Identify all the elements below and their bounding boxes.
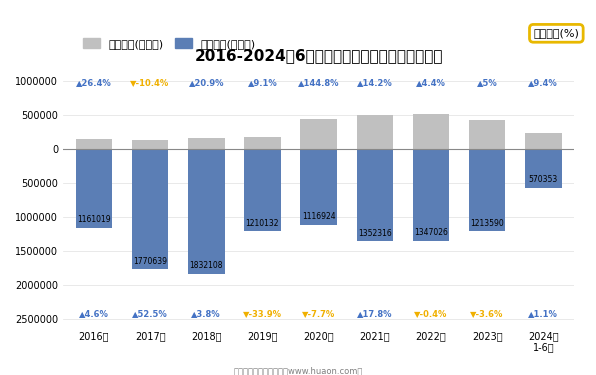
Bar xyxy=(244,149,281,231)
Bar xyxy=(244,137,281,149)
Bar xyxy=(356,149,393,241)
Text: 1116924: 1116924 xyxy=(302,213,336,222)
Text: 1161019: 1161019 xyxy=(77,216,111,225)
Text: ▲9.1%: ▲9.1% xyxy=(247,78,277,87)
Text: ▼-10.4%: ▼-10.4% xyxy=(131,78,170,87)
Text: 511554: 511554 xyxy=(417,116,445,125)
Bar xyxy=(525,133,561,149)
Text: 132989: 132989 xyxy=(136,142,164,151)
Bar xyxy=(76,139,112,149)
Text: ▲3.8%: ▲3.8% xyxy=(191,309,221,318)
Bar xyxy=(300,149,337,225)
Text: 1352316: 1352316 xyxy=(358,228,392,237)
Bar xyxy=(188,149,225,274)
Text: 160756: 160756 xyxy=(192,140,221,149)
Text: ▲9.4%: ▲9.4% xyxy=(529,78,558,87)
Text: 制图：华经产业研究院（www.huaon.com）: 制图：华经产业研究院（www.huaon.com） xyxy=(233,366,363,375)
Text: ▼-33.9%: ▼-33.9% xyxy=(243,309,282,318)
Text: ▼-3.6%: ▼-3.6% xyxy=(470,309,504,318)
Text: ▼-0.4%: ▼-0.4% xyxy=(414,309,448,318)
Text: 1770639: 1770639 xyxy=(133,257,167,266)
Text: 570353: 570353 xyxy=(529,175,558,184)
Text: 同比增速(%): 同比增速(%) xyxy=(533,28,579,38)
Bar xyxy=(412,149,449,241)
Bar xyxy=(469,120,505,149)
Text: 1213590: 1213590 xyxy=(470,219,504,228)
Bar xyxy=(412,114,449,149)
Bar xyxy=(300,119,337,149)
Bar xyxy=(76,149,112,228)
Text: ▲52.5%: ▲52.5% xyxy=(132,309,168,318)
Bar xyxy=(132,140,168,149)
Text: ▲5%: ▲5% xyxy=(477,78,498,87)
Bar xyxy=(356,115,393,149)
Legend: 出口总额(万美元), 进口总额(万美元): 出口总额(万美元), 进口总额(万美元) xyxy=(79,34,260,54)
Text: ▲20.9%: ▲20.9% xyxy=(188,78,224,87)
Text: ▲1.1%: ▲1.1% xyxy=(529,309,558,318)
Text: 1832108: 1832108 xyxy=(190,261,223,270)
Text: 175446: 175446 xyxy=(248,139,277,148)
Text: 1347026: 1347026 xyxy=(414,228,448,237)
Text: 233595: 233595 xyxy=(529,135,558,144)
Text: ▲17.8%: ▲17.8% xyxy=(357,309,393,318)
Text: ▲4.6%: ▲4.6% xyxy=(79,309,109,318)
Text: ▲4.4%: ▲4.4% xyxy=(416,78,446,87)
Bar xyxy=(188,138,225,149)
Text: 424424: 424424 xyxy=(473,122,502,131)
Bar xyxy=(469,149,505,231)
Text: 1210132: 1210132 xyxy=(246,219,279,228)
Text: ▲14.2%: ▲14.2% xyxy=(357,78,393,87)
Text: ▼-7.7%: ▼-7.7% xyxy=(302,309,335,318)
Title: 2016-2024年6月天津东疆综合保税区进、出口额: 2016-2024年6月天津东疆综合保税区进、出口额 xyxy=(194,48,443,63)
Text: 429370: 429370 xyxy=(304,122,333,130)
Text: 490430: 490430 xyxy=(360,117,389,126)
Bar xyxy=(525,149,561,188)
Text: ▲144.8%: ▲144.8% xyxy=(298,78,339,87)
Text: 148493: 148493 xyxy=(79,141,108,150)
Bar xyxy=(132,149,168,270)
Text: ▲26.4%: ▲26.4% xyxy=(76,78,112,87)
